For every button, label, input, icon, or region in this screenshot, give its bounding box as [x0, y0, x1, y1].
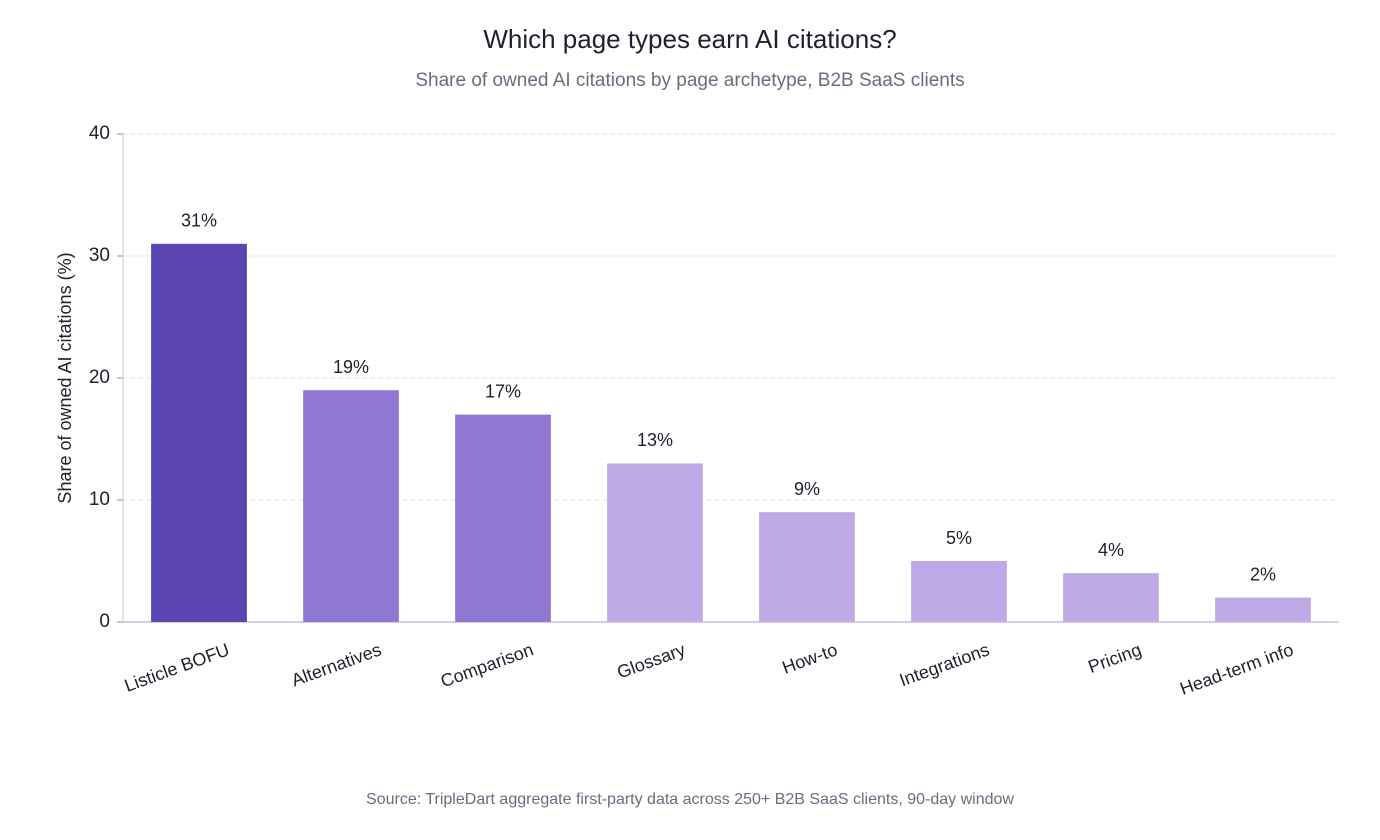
x-tick-label: Glossary: [614, 639, 688, 682]
bar: [911, 561, 1007, 622]
value-label: 9%: [794, 479, 820, 499]
y-tick-label: 20: [89, 367, 110, 388]
y-tick-label: 30: [89, 245, 110, 266]
chart-subtitle: Share of owned AI citations by page arch…: [415, 70, 964, 91]
x-tick-label: Integrations: [897, 639, 992, 690]
x-tick-label: Listicle BOFU: [122, 639, 232, 695]
x-tick-label: How-to: [780, 639, 840, 677]
bar: [455, 414, 551, 622]
x-tick-label: Comparison: [438, 639, 536, 691]
y-tick-label: 40: [89, 123, 110, 144]
chart-title: Which page types earn AI citations?: [483, 24, 896, 54]
value-label: 17%: [485, 381, 521, 401]
x-tick-label: Head-term info: [1177, 639, 1296, 699]
value-label: 13%: [637, 430, 673, 450]
y-tick-label: 0: [99, 611, 110, 632]
bar: [1215, 597, 1311, 622]
value-label: 19%: [333, 357, 369, 377]
value-label: 2%: [1250, 564, 1276, 584]
y-tick-label: 10: [89, 489, 110, 510]
value-label: 31%: [181, 211, 217, 231]
source-note: Source: TripleDart aggregate first-party…: [366, 791, 1014, 808]
bar: [151, 243, 247, 623]
bar: [759, 512, 855, 622]
bar: [1063, 573, 1159, 622]
x-tick-label: Alternatives: [289, 639, 384, 690]
bar: [303, 390, 399, 622]
bar: [607, 463, 703, 622]
value-label: 4%: [1098, 540, 1124, 560]
x-tick-label: Pricing: [1085, 639, 1144, 677]
y-axis-label: Share of owned AI citations (%): [55, 252, 75, 503]
value-label: 5%: [946, 528, 972, 548]
